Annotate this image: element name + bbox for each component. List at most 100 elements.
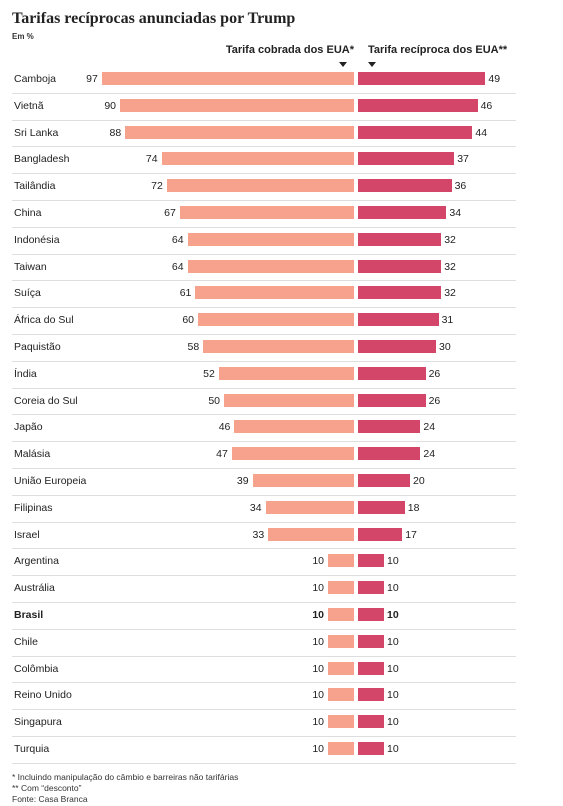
table-row: Colômbia 10 10 — [12, 657, 516, 684]
left-column-header: Tarifa cobrada dos EUA* — [225, 44, 354, 56]
table-row: Camboja 97 49 — [12, 67, 516, 94]
row-divider — [12, 414, 516, 416]
right-value-label: 10 — [387, 582, 399, 595]
row-divider — [12, 146, 516, 148]
country-label: Vietnã — [14, 99, 44, 112]
left-value-label: 50 — [208, 394, 220, 407]
right-bar — [358, 98, 478, 112]
footnotes: * Incluindo manipulação do câmbio e barr… — [12, 772, 238, 805]
left-value-label: 97 — [86, 73, 98, 85]
left-bar — [198, 313, 354, 327]
row-divider — [12, 709, 516, 711]
country-label: Sri Lanka — [14, 126, 59, 139]
left-bar — [195, 286, 354, 300]
row-divider — [12, 441, 516, 443]
right-value-label: 34 — [449, 207, 462, 219]
right-bar — [358, 715, 384, 729]
country-label: Taiwan — [14, 260, 47, 273]
left-bar — [328, 715, 354, 729]
row-divider — [12, 762, 516, 764]
left-value-label: 10 — [312, 582, 324, 595]
right-value-label: 18 — [407, 501, 420, 514]
left-value-label: 60 — [182, 314, 194, 327]
right-value-label: 31 — [441, 314, 454, 327]
left-value-label: 10 — [312, 609, 324, 621]
table-row: Chile 10 10 — [12, 630, 516, 657]
right-bar — [358, 393, 426, 407]
left-bar — [224, 393, 354, 407]
right-bar — [358, 179, 452, 193]
table-row: Indonésia 64 32 — [12, 228, 516, 255]
table-row: Vietnã 90 46 — [12, 94, 516, 121]
country-label: Índia — [14, 367, 37, 380]
table-row: Índia 52 26 — [12, 362, 516, 389]
right-value-label: 10 — [387, 555, 399, 568]
left-bar — [328, 554, 354, 568]
left-value-label: 52 — [203, 367, 215, 380]
chart-title: Tarifas recíprocas anunciadas por Trump — [12, 10, 296, 27]
row-divider — [12, 92, 516, 94]
row-divider — [12, 521, 516, 523]
row-divider — [12, 360, 516, 362]
right-bar — [358, 581, 384, 595]
left-value-label: 46 — [218, 421, 231, 434]
left-bar — [231, 447, 354, 461]
left-bar — [203, 340, 354, 353]
table-row: Sri Lanka 88 44 — [12, 121, 516, 148]
left-bar — [187, 259, 354, 273]
right-bar — [358, 313, 439, 327]
country-label: Paquistão — [14, 341, 61, 353]
right-value-label: 32 — [444, 260, 456, 273]
right-value-label: 36 — [454, 180, 467, 193]
table-row: África do Sul 60 31 — [12, 308, 516, 335]
left-value-label: 88 — [109, 126, 122, 139]
country-label: Filipinas — [14, 501, 53, 514]
table-row: União Europeia 39 20 — [12, 469, 516, 496]
right-value-label: 46 — [480, 99, 493, 112]
right-bar — [358, 232, 442, 246]
right-bar — [358, 366, 426, 380]
country-label: China — [14, 207, 42, 219]
left-value-label: 61 — [179, 287, 192, 300]
left-value-label: 47 — [216, 448, 228, 461]
row-divider — [12, 173, 516, 175]
left-bar — [265, 500, 354, 514]
row-divider — [12, 467, 516, 469]
left-value-label: 34 — [249, 501, 262, 514]
left-bar — [328, 688, 354, 702]
left-value-label: 10 — [312, 689, 324, 702]
row-divider — [12, 333, 516, 335]
table-row: Paquistão 58 30 — [12, 335, 516, 362]
country-label: Singapura — [14, 716, 62, 729]
table-row: Israel 33 17 — [12, 523, 516, 550]
left-bar — [218, 366, 354, 380]
table-row: Malásia 47 24 — [12, 442, 516, 469]
country-label: África do Sul — [14, 314, 74, 327]
country-label: Chile — [14, 635, 38, 648]
row-divider — [12, 575, 516, 577]
right-bar — [358, 500, 405, 514]
right-value-label: 10 — [387, 689, 399, 702]
left-bar — [328, 742, 354, 755]
table-row: Bangladesh 74 37 — [12, 147, 516, 175]
row-divider — [12, 307, 516, 309]
country-label: Austrália — [14, 582, 55, 595]
table-row: Filipinas 34 18 — [12, 496, 516, 523]
chart-subtitle: Em % — [12, 32, 34, 41]
table-row: Reino Unido 10 10 — [12, 683, 516, 711]
left-value-label: 10 — [312, 716, 324, 729]
right-bar — [358, 152, 455, 166]
right-bar — [358, 661, 384, 675]
row-divider — [12, 280, 516, 282]
right-bar — [358, 474, 410, 487]
right-bar — [358, 259, 442, 273]
left-value-label: 33 — [252, 528, 265, 541]
right-bar — [358, 206, 447, 219]
table-row: Singapura 10 10 — [12, 710, 516, 737]
row-divider — [12, 735, 516, 737]
right-bar — [358, 286, 442, 300]
right-bar — [358, 447, 421, 461]
country-label: Suíça — [14, 287, 41, 300]
right-column-header: Tarifa recíproca dos EUA** — [368, 44, 508, 56]
left-bar — [328, 608, 354, 621]
